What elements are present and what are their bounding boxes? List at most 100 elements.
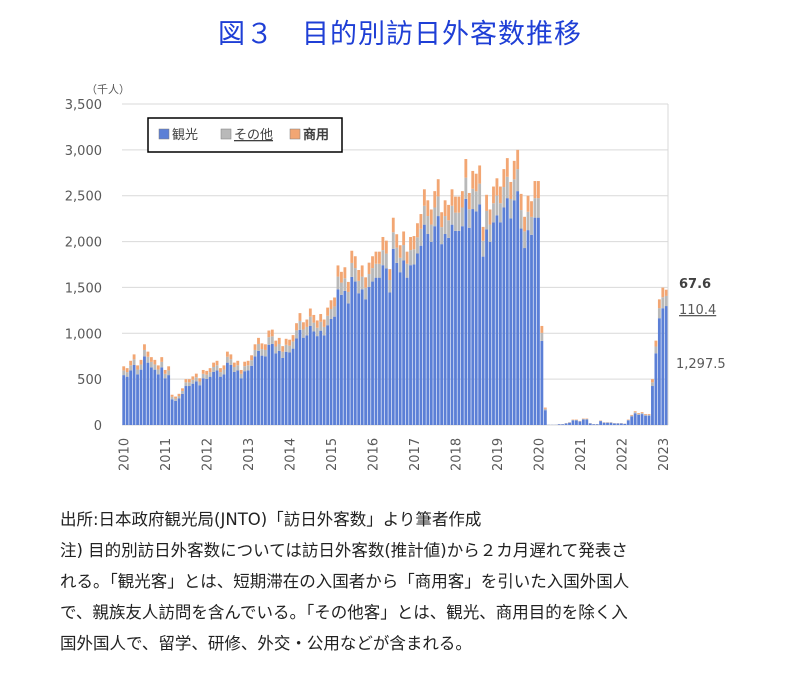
bar-segment-other [378,263,381,278]
bar-segment-business [353,256,357,269]
bar-segment-sightseeing [661,308,665,425]
bar-segment-business [250,355,254,361]
bar-segment-sightseeing [308,325,312,425]
bar-segment-sightseeing [371,281,374,425]
bar-segment-business [215,360,219,366]
bar-segment-business [181,388,184,391]
bar-segment-sightseeing [236,370,240,425]
bar-segment-business [239,369,243,374]
bar-segment-sightseeing [333,316,336,425]
bar-segment-sightseeing [160,367,164,425]
bar-segment-other [512,179,516,201]
bar-segment-sightseeing [540,340,544,425]
bar-segment-sightseeing [367,287,371,425]
bar-segment-business [143,344,146,350]
bar-segment-sightseeing [464,198,468,425]
annotation-business: 67.6 [679,277,711,292]
bar-segment-other [374,263,378,278]
bar-segment-business [308,308,312,317]
bar-segment-other [637,413,641,415]
bar-segment-other [350,262,354,277]
bar-segment-sightseeing [239,378,243,425]
bar-segment-other [530,216,533,235]
legend-swatch [158,128,170,140]
bar-segment-business [284,338,288,345]
bar-segment-business [637,413,641,414]
bar-segment-other [322,326,326,336]
bar-segment-business [436,179,440,197]
bar-segment-other [419,228,423,246]
bar-segment-business [260,343,264,350]
bar-segment-business [201,369,205,374]
bar-segment-sightseeing [474,211,478,425]
bar-segment-other [502,187,506,208]
bar-segment-business [464,159,468,178]
bar-segment-business [177,393,181,396]
bar-segment-other [364,287,368,300]
bar-segment-business [357,270,361,281]
bar-segment-other [298,320,302,330]
bar-segment-business [533,181,537,199]
bar-segment-business [657,299,661,309]
bar-segment-other [536,198,540,218]
bar-segment-other [460,207,464,227]
bar-segment-other [422,205,426,225]
bar-segment-sightseeing [478,204,482,425]
bar-segment-business [395,234,399,248]
bar-segment-sightseeing [616,423,620,425]
bar-segment-other [353,268,357,282]
bar-segment-sightseeing [454,230,457,425]
bar-segment-sightseeing [602,422,606,425]
bar-segment-business [481,226,485,241]
bar-segment-sightseeing [561,424,565,425]
bar-segment-other [433,207,437,227]
bar-segment-other [326,315,330,326]
bar-segment-other [181,390,184,394]
bar-segment-business [536,181,540,199]
bar-segment-business [512,160,516,180]
bar-segment-sightseeing [657,318,661,425]
bar-segment-sightseeing [630,416,634,425]
bar-segment-business [509,181,513,199]
bar-segment-business [122,366,126,371]
bar-segment-other [657,308,661,319]
bar-segment-sightseeing [291,348,295,425]
bar-segment-other [516,169,520,192]
bar-segment-business [243,361,247,367]
bar-segment-sightseeing [433,226,437,425]
bar-segment-other [346,291,350,304]
bar-segment-sightseeing [402,260,406,425]
bar-segment-business [543,407,547,409]
bar-segment-business [322,319,326,327]
bar-segment-sightseeing [357,293,361,425]
bar-segment-sightseeing [329,318,333,425]
bar-segment-sightseeing [436,216,440,425]
bar-segment-business [288,339,292,346]
bar-segment-other [464,177,468,199]
bar-segment-sightseeing [578,421,582,425]
bar-segment-business [187,379,191,383]
bar-segment-business [516,149,520,170]
bar-segment-other [633,412,637,414]
x-tick-label: 2020 [532,438,547,471]
bar-segment-other [274,346,278,354]
bar-segment-sightseeing [585,419,589,425]
x-tick-label: 2019 [491,438,506,471]
x-tick-label: 2014 [284,438,299,471]
bar-segment-other [319,321,323,331]
y-tick-label: 3,500 [65,98,102,113]
bar-segment-other [478,183,482,205]
bar-segment-sightseeing [440,244,444,425]
bar-segment-sightseeing [467,227,471,425]
x-tick-label: 2022 [615,438,630,471]
note-line-3: で、親族友人訪問を含んでいる。「その他客」とは、観光、商用目的を除く入 [60,603,628,622]
bar-segment-sightseeing [571,420,575,425]
bar-segment-other [222,369,226,375]
bar-segment-business [519,193,523,211]
bar-segment-sightseeing [139,369,143,425]
bar-segment-business [160,357,164,362]
bar-segment-other [381,250,385,266]
bar-segment-other [505,176,509,199]
bar-segment-other [308,316,312,326]
bar-segment-other [219,372,222,377]
